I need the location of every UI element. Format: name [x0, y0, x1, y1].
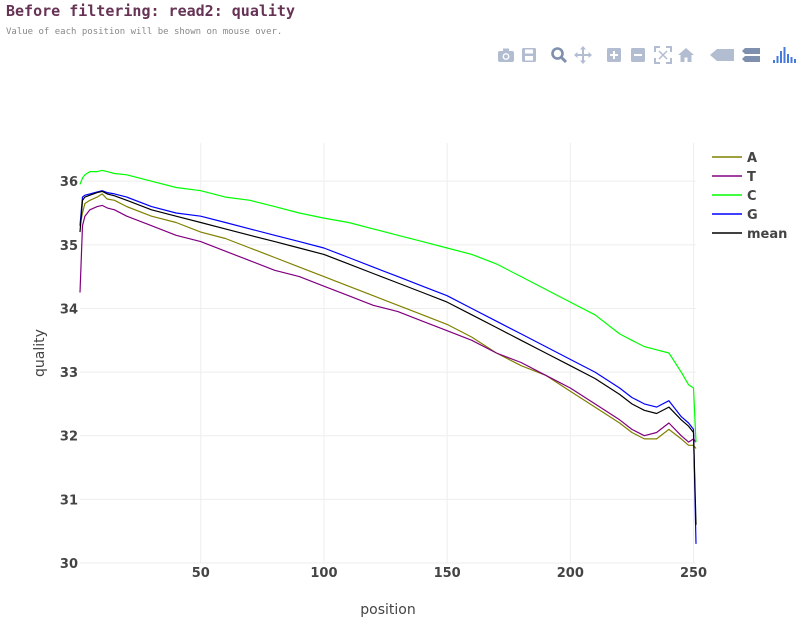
autoscale-icon[interactable]	[653, 45, 673, 65]
y-axis-ticks: 30 31 32 33 34 35 36	[60, 175, 78, 572]
legend-item-A[interactable]: A	[712, 151, 757, 166]
legend-item-mean[interactable]: mean	[712, 227, 787, 242]
zoom-icon[interactable]	[549, 45, 569, 65]
series-line-C[interactable]	[79, 169, 697, 443]
legend-label: mean	[747, 227, 787, 242]
legend-label: G	[747, 208, 758, 223]
page-title: Before filtering: read2: quality	[6, 2, 295, 20]
pan-icon[interactable]	[573, 45, 593, 65]
modebar	[0, 45, 804, 65]
legend-label: C	[747, 189, 757, 204]
zoom-out-icon[interactable]	[628, 45, 648, 65]
series-lines[interactable]	[79, 169, 697, 544]
x-axis-title: position	[360, 602, 415, 618]
hover-compare-icon[interactable]	[740, 45, 760, 65]
plotly-logo-icon[interactable]	[772, 45, 800, 65]
series-line-T[interactable]	[79, 204, 697, 443]
legend-item-T[interactable]: T	[712, 170, 756, 185]
x-tick-label: 150	[434, 566, 461, 581]
legend-label: T	[747, 170, 756, 185]
spike-lines-icon[interactable]	[708, 45, 736, 65]
y-tick-label: 31	[60, 493, 78, 508]
x-axis-ticks: 50 100 150 200 250	[192, 566, 707, 581]
y-tick-label: 34	[60, 302, 78, 317]
series-line-mean[interactable]	[79, 190, 697, 525]
y-tick-label: 32	[60, 430, 78, 445]
series-line-G[interactable]	[79, 190, 697, 544]
y-tick-label: 33	[60, 366, 78, 381]
legend-item-G[interactable]: G	[712, 208, 758, 223]
camera-icon[interactable]	[496, 45, 516, 65]
save-icon[interactable]	[519, 45, 539, 65]
home-icon[interactable]	[676, 45, 696, 65]
y-tick-label: 30	[60, 557, 78, 572]
y-tick-label: 35	[60, 239, 78, 254]
page-subtitle: Value of each position will be shown on …	[6, 27, 283, 37]
zoom-in-icon[interactable]	[604, 45, 624, 65]
x-tick-label: 200	[557, 566, 584, 581]
x-tick-label: 100	[310, 566, 337, 581]
y-tick-label: 36	[60, 175, 78, 190]
y-axis-title: quality	[32, 329, 48, 377]
x-tick-label: 250	[680, 566, 707, 581]
grid	[80, 143, 696, 564]
legend-item-C[interactable]: C	[712, 189, 757, 204]
legend-label: A	[747, 151, 757, 166]
series-line-A[interactable]	[79, 193, 697, 449]
x-tick-label: 50	[192, 566, 210, 581]
